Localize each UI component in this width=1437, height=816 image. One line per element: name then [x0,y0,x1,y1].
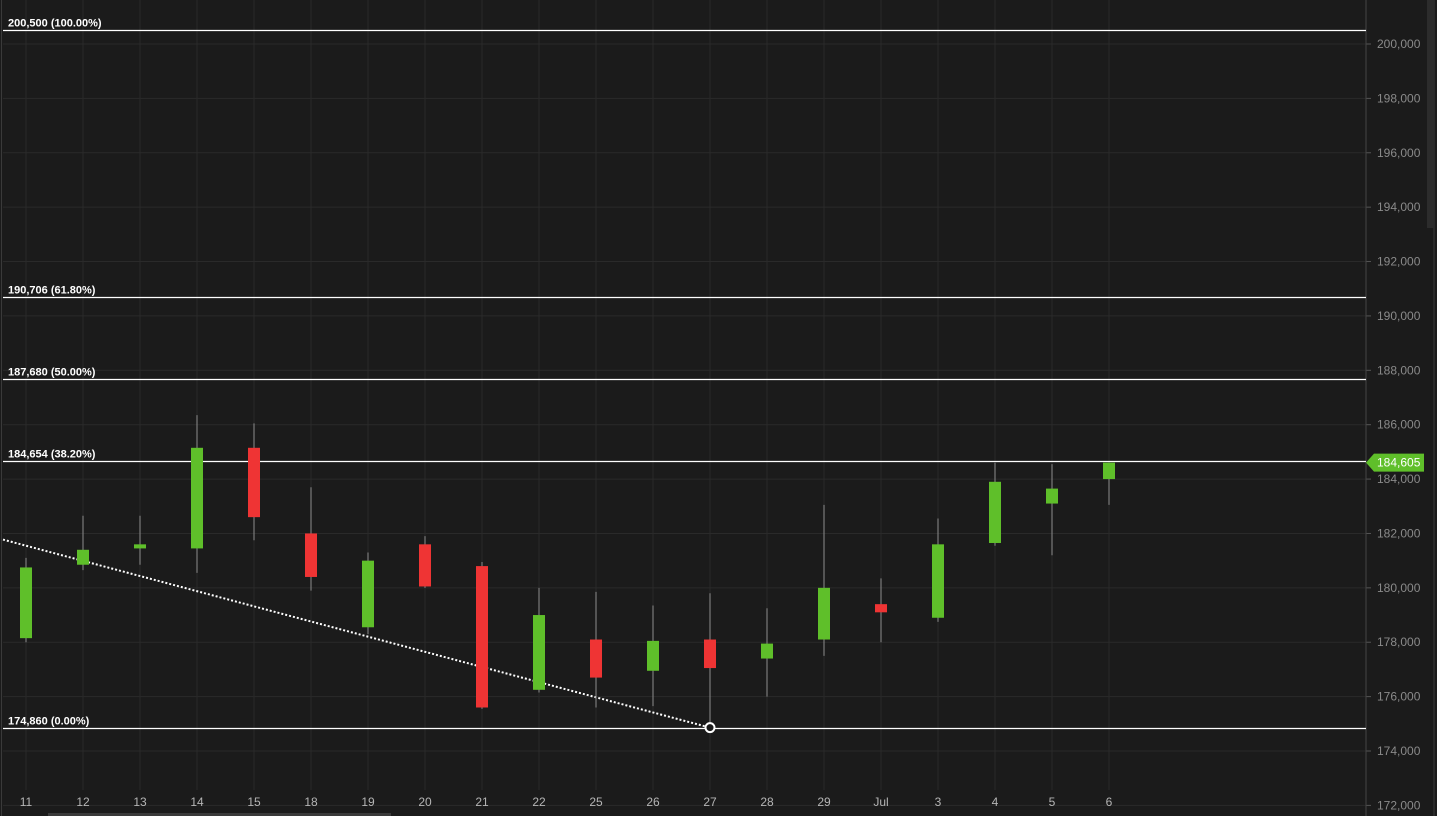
vertical-scrollbar[interactable] [1427,0,1434,228]
x-tick-label: 29 [817,795,831,809]
candle-body-up[interactable] [134,544,146,549]
candle-body-up[interactable] [77,549,89,565]
y-tick-label: 198,000 [1377,91,1421,105]
candle-body-up[interactable] [362,560,374,628]
y-tick-label: 190,000 [1377,309,1421,323]
y-tick-label: 172,000 [1377,798,1421,812]
y-tick-label: 186,000 [1377,418,1421,432]
y-tick-label: 196,000 [1377,146,1421,160]
candle-body-up[interactable] [1046,488,1058,504]
x-tick-label: 27 [703,795,717,809]
y-tick-label: 200,000 [1377,37,1421,51]
fib-level-label: 190,706 (61.80%) [8,285,96,297]
x-tick-label: 25 [589,795,603,809]
x-tick-label: 15 [247,795,261,809]
y-tick-label: 184,000 [1377,472,1421,486]
last-price-label: 184,605 [1377,456,1421,470]
x-tick-label: 5 [1049,795,1056,809]
horizontal-scrollbar[interactable] [48,813,391,816]
y-tick-label: 192,000 [1377,255,1421,269]
candle-body-up[interactable] [191,447,203,549]
x-tick-label: 13 [133,795,147,809]
trendline[interactable] [2,538,711,729]
candle-body-up[interactable] [533,615,545,690]
x-tick-label: 28 [760,795,774,809]
x-tick-label: 26 [646,795,660,809]
y-tick-label: 174,000 [1377,744,1421,758]
y-tick-label: 194,000 [1377,200,1421,214]
candle-body-up[interactable] [761,643,773,659]
x-tick-label: 12 [76,795,90,809]
candle-body-up[interactable] [1103,462,1115,480]
fib-level-label: 184,654 (38.20%) [8,449,96,461]
fib-level-label: 187,680 (50.00%) [8,367,96,379]
candle-body-up[interactable] [818,587,830,640]
x-tick-label: 3 [935,795,942,809]
x-tick-label: 4 [992,795,999,809]
candle-body-down[interactable] [875,604,887,613]
candle-body-up[interactable] [20,567,32,639]
y-tick-label: 180,000 [1377,581,1421,595]
x-tick-label: 11 [20,795,33,809]
x-tick-label: 19 [361,795,375,809]
y-tick-label: 188,000 [1377,363,1421,377]
candle-body-up[interactable] [989,481,1001,543]
fib-level-label: 174,860 (0.00%) [8,716,90,728]
x-tick-label: Jul [873,795,888,809]
candle-body-down[interactable] [305,533,317,577]
candle-body-up[interactable] [932,544,944,618]
candle-body-down[interactable] [248,447,260,518]
y-tick-label: 176,000 [1377,690,1421,704]
x-tick-label: 21 [475,795,489,809]
candle-body-down[interactable] [476,566,488,708]
x-tick-label: 22 [532,795,546,809]
y-tick-label: 182,000 [1377,526,1421,540]
x-tick-label: 18 [304,795,318,809]
candle-body-down[interactable] [704,639,716,669]
trendline-anchor-handle[interactable] [704,722,716,734]
fib-level-label: 200,500 (100.00%) [8,18,102,30]
candle-body-up[interactable] [647,640,659,671]
x-tick-label: 6 [1106,795,1113,809]
x-tick-label: 20 [418,795,432,809]
candle-body-down[interactable] [590,639,602,678]
x-tick-label: 14 [190,795,204,809]
candle-body-down[interactable] [419,544,431,587]
y-tick-label: 178,000 [1377,635,1421,649]
last-price-tag [1366,453,1424,472]
